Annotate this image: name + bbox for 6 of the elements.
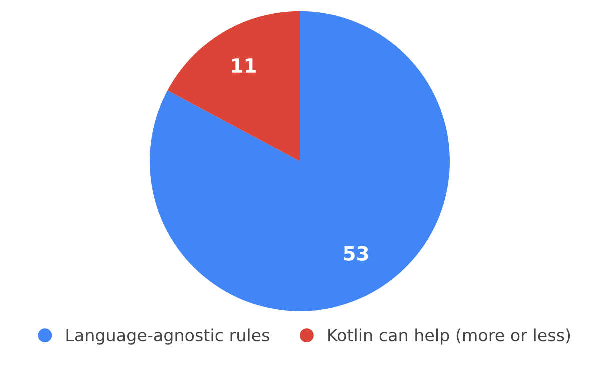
data-label: 53 <box>344 246 368 261</box>
data-label: 11 <box>232 58 256 73</box>
legend-label: Kotlin can help (more or less) <box>328 328 570 345</box>
legend-label: Language-agnostic rules <box>66 328 270 345</box>
pie-slice <box>168 11 300 162</box>
pie-slice <box>150 11 450 312</box>
